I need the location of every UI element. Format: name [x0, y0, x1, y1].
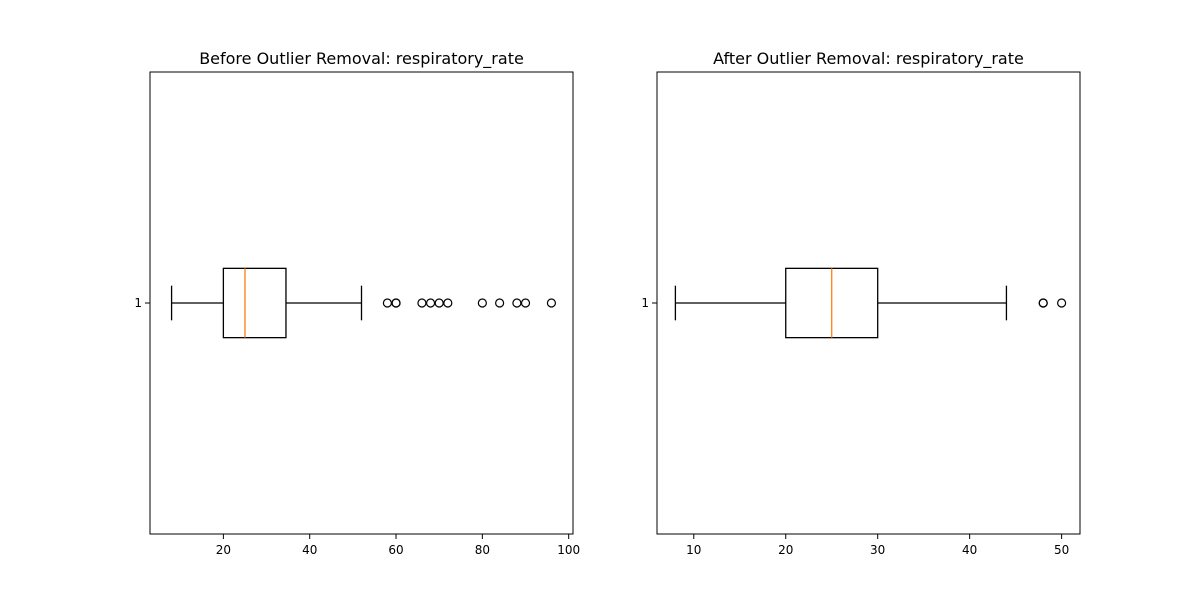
x-tick-label: 40 [302, 543, 317, 557]
outlier-point [520, 298, 531, 308]
panel-after: After Outlier Removal: respiratory_rate … [641, 49, 1081, 557]
x-tick-label: 10 [686, 543, 701, 557]
title-after: After Outlier Removal: respiratory_rate [713, 49, 1024, 69]
plot-area-before: 20 40 60 80 100 1 [134, 71, 580, 557]
x-tick-label: 20 [778, 543, 793, 557]
outlier-point [391, 298, 401, 308]
x-tick-label: 30 [870, 543, 885, 557]
x-tick-label: 50 [1054, 543, 1069, 557]
x-tick-label: 60 [388, 543, 403, 557]
outlier-point [434, 298, 444, 308]
y-tick-label: 1 [134, 296, 142, 310]
outlier-point [512, 298, 522, 308]
x-tick-label: 80 [475, 543, 490, 557]
outlier-point [425, 298, 436, 308]
plot-area-after: 10 20 30 40 50 1 [641, 71, 1081, 557]
outlier-point [1057, 298, 1067, 308]
outlier-point [417, 298, 427, 308]
box-iqr [222, 267, 287, 339]
outlier-point [1038, 298, 1048, 308]
x-tick-label: 100 [557, 543, 580, 557]
outlier-point [443, 298, 453, 308]
title-before: Before Outlier Removal: respiratory_rate [199, 49, 524, 69]
y-tick-label: 1 [641, 296, 649, 310]
outlier-point [495, 298, 505, 308]
panel-before: Before Outlier Removal: respiratory_rate… [134, 49, 580, 557]
outlier-point [477, 298, 487, 308]
x-tick-label: 20 [216, 543, 231, 557]
outlier-point [382, 298, 392, 308]
x-tick-label: 40 [962, 543, 977, 557]
outlier-point [546, 298, 557, 308]
